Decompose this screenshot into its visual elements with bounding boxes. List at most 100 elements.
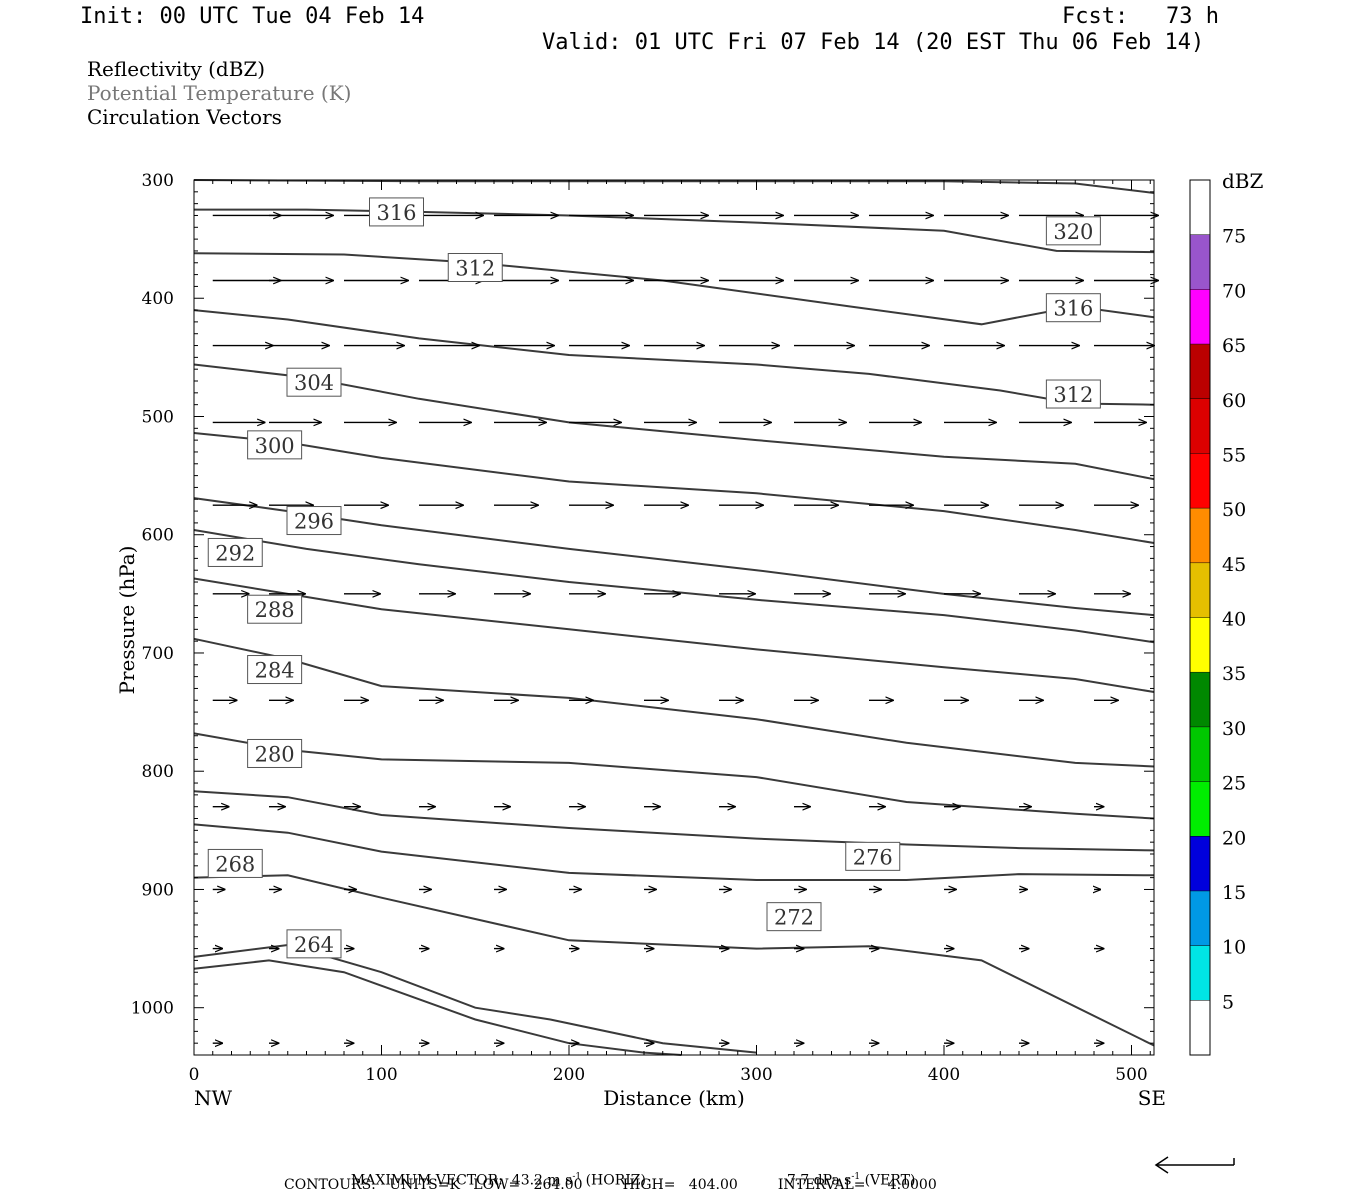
vert-tag: (VERT) [864, 1172, 916, 1189]
contour-label-320: 320 [1053, 220, 1093, 244]
colorbar-segment [1190, 890, 1210, 946]
colorbar-segment [1190, 234, 1210, 290]
contour-label-box-320 [1045, 216, 1101, 246]
colorbar-tick-label: 10 [1222, 937, 1246, 959]
legend-circulation-vectors: Circulation Vectors [87, 105, 282, 129]
init-time: Init: 00 UTC Tue 04 Feb 14 [80, 4, 425, 29]
colorbar-tick-label: 15 [1222, 882, 1246, 904]
colorbar-tick-label: 40 [1222, 609, 1246, 631]
max-vector-vert-line: 7.7 dPa s-1 (VERT) [778, 1159, 916, 1189]
contour-label-272: 272 [774, 906, 814, 930]
contour-label-box-316 [369, 197, 424, 227]
contour-label-280: 280 [255, 742, 295, 766]
colorbar-segment [1190, 344, 1210, 399]
colorbar-tick-label: 30 [1222, 718, 1246, 740]
x-tick-label: 400 [928, 1065, 960, 1085]
contour-label-box-280 [247, 738, 303, 768]
colorbar-segment [1190, 508, 1210, 563]
colorbar-segment [1190, 289, 1210, 345]
x-tick-label: 500 [1115, 1065, 1147, 1085]
theta-contour-272 [193, 874, 1155, 1047]
colorbar-tick-label: 75 [1222, 226, 1246, 248]
colorbar-segment [1190, 453, 1210, 509]
contour-label-268: 268 [215, 852, 255, 876]
colorbar-tick-label: 55 [1222, 444, 1246, 466]
contour-label-box-316 [1045, 293, 1101, 323]
contour-label-296: 296 [294, 510, 334, 534]
colorbar-segment [1190, 672, 1210, 727]
colorbar-segment [1190, 1000, 1210, 1055]
contour-label-box-296 [286, 506, 342, 536]
theta-contour-304 [193, 432, 1155, 544]
max-vector-horiz: 43.2 m s [511, 1172, 573, 1189]
colorbar-segment [1190, 398, 1210, 454]
colorbar-segment [1190, 180, 1210, 235]
y-tick-label: 700 [142, 644, 174, 664]
contour-label-288: 288 [255, 598, 295, 622]
colorbar-segment [1190, 945, 1210, 1001]
x-end-label-left: NW [194, 1086, 233, 1110]
y-tick-label: 600 [142, 526, 174, 546]
colorbar-title: dBZ [1222, 169, 1264, 193]
y-tick-label: 400 [142, 289, 174, 309]
theta-contour-292 [193, 577, 1155, 693]
contour-label-316: 316 [376, 201, 416, 225]
colorbar-segment [1190, 836, 1210, 891]
colorbar-tick-label: 35 [1222, 663, 1246, 685]
y-tick-label: 900 [142, 880, 174, 900]
contour-label-292: 292 [215, 541, 255, 565]
y-tick-label: 500 [142, 407, 174, 427]
colorbar-segment [1190, 562, 1210, 618]
theta-contour-316 [194, 208, 1155, 254]
forecast-label: Fcst: [1062, 4, 1129, 29]
theta-contour-276 [193, 823, 1155, 881]
contour-label-312: 312 [1053, 383, 1093, 407]
contours-info: CONTOURS: UNITS=K LOW= 264.00 HIGH= 404.… [284, 1177, 937, 1193]
theta-contour-296 [193, 529, 1155, 644]
legend-potential-temperature: Potential Temperature (K) [87, 81, 352, 105]
contour-label-264: 264 [294, 933, 334, 957]
x-tick-label: 100 [365, 1065, 397, 1085]
theta-contour-320 [193, 179, 1155, 194]
contour-label-box-292 [207, 537, 263, 567]
theta-contours [193, 179, 1155, 1056]
contour-label-box-268 [207, 848, 263, 878]
colorbar-tick-label: 60 [1222, 390, 1246, 412]
contour-label-316: 316 [1053, 297, 1093, 321]
x-end-label-right: SE [1138, 1086, 1166, 1110]
axes [193, 179, 1155, 1056]
colorbar: 5 10 15 20 25 30 35 40 45 50 55 60 65 70 75 [1189, 179, 1246, 1056]
colorbar-tick-label: 70 [1222, 280, 1246, 302]
y-tick-label: 1000 [131, 999, 174, 1019]
theta-contour-284 [193, 732, 1155, 820]
colorbar-tick-label: 5 [1222, 991, 1234, 1013]
theta-contour-280 [193, 790, 1155, 852]
colorbar-tick-label: 25 [1222, 773, 1246, 795]
colorbar-segment [1190, 781, 1210, 837]
contour-label-box-284 [247, 655, 303, 685]
colorbar-segment [1190, 726, 1210, 782]
contour-label-box-300 [247, 430, 303, 460]
valid-time: Valid: 01 UTC Fri 07 Feb 14 (20 EST Thu … [542, 30, 1205, 55]
x-tick-label: 300 [740, 1065, 772, 1085]
x-axis-label: Distance (km) [603, 1086, 745, 1110]
contour-label-box-312 [447, 253, 503, 282]
contour-label-312: 312 [455, 257, 495, 281]
contour-label-276: 276 [853, 845, 893, 869]
max-vector-vert: 7.7 dPa s [786, 1172, 852, 1189]
circulation-vectors [212, 215, 1158, 1043]
x-tick-label: 0 [189, 1065, 200, 1085]
horiz-exponent: -1 [572, 1172, 582, 1182]
y-axis-label: Pressure (hPa) [115, 546, 139, 695]
contour-label-box-276 [845, 841, 901, 871]
vert-exponent: -1 [851, 1172, 861, 1182]
forecast-hour: 73 h [1166, 4, 1219, 29]
theta-contour-288 [193, 637, 1155, 768]
y-tick-label: 800 [142, 762, 174, 782]
contour-label-box-304 [286, 367, 342, 397]
x-tick-label: 200 [553, 1065, 585, 1085]
max-vector-label: MAXIMUM VECTOR: [350, 1172, 503, 1189]
colorbar-segment [1190, 617, 1210, 673]
contour-labels: 320 316 316 312 312 304 300 296 292 288 284 280 276 2… [207, 197, 1101, 959]
